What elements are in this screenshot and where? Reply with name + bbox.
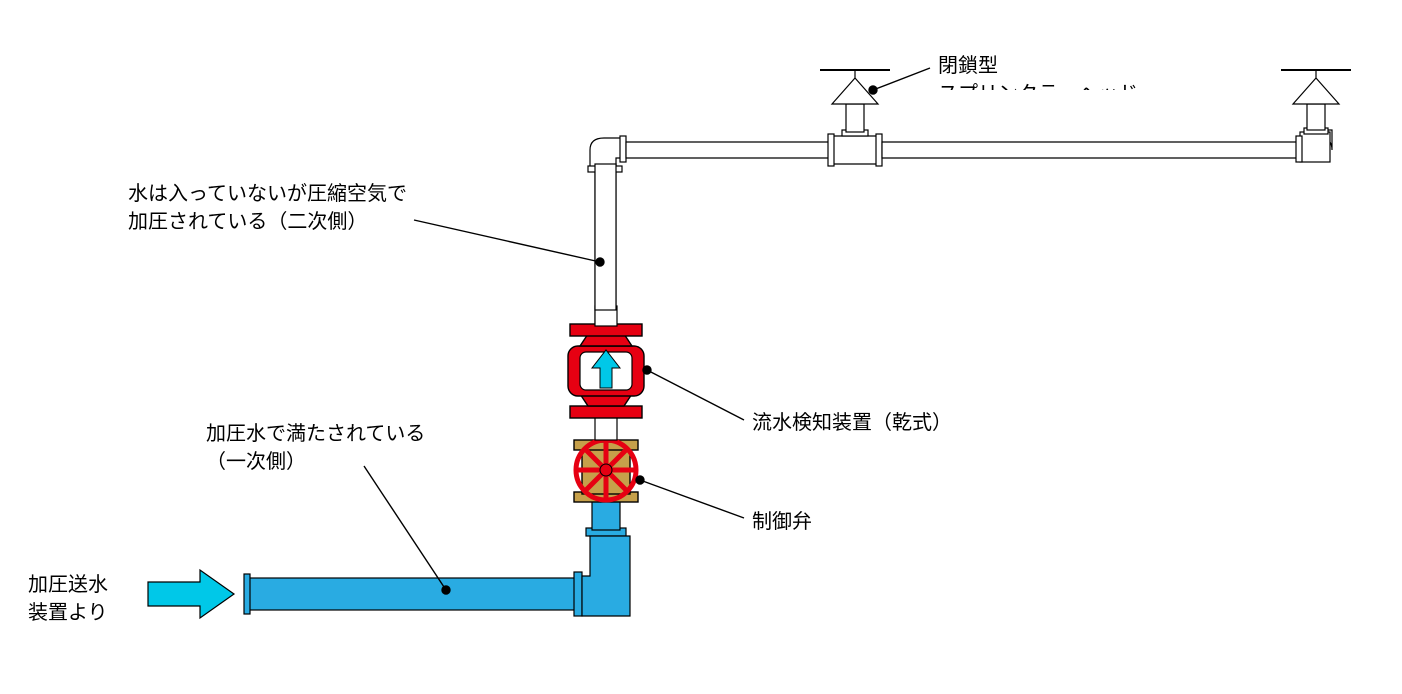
supply-arrow-icon	[148, 570, 234, 618]
secondary-piping-clean	[560, 70, 1351, 340]
primary-piping	[240, 498, 660, 650]
piping-diagram	[0, 0, 1402, 694]
